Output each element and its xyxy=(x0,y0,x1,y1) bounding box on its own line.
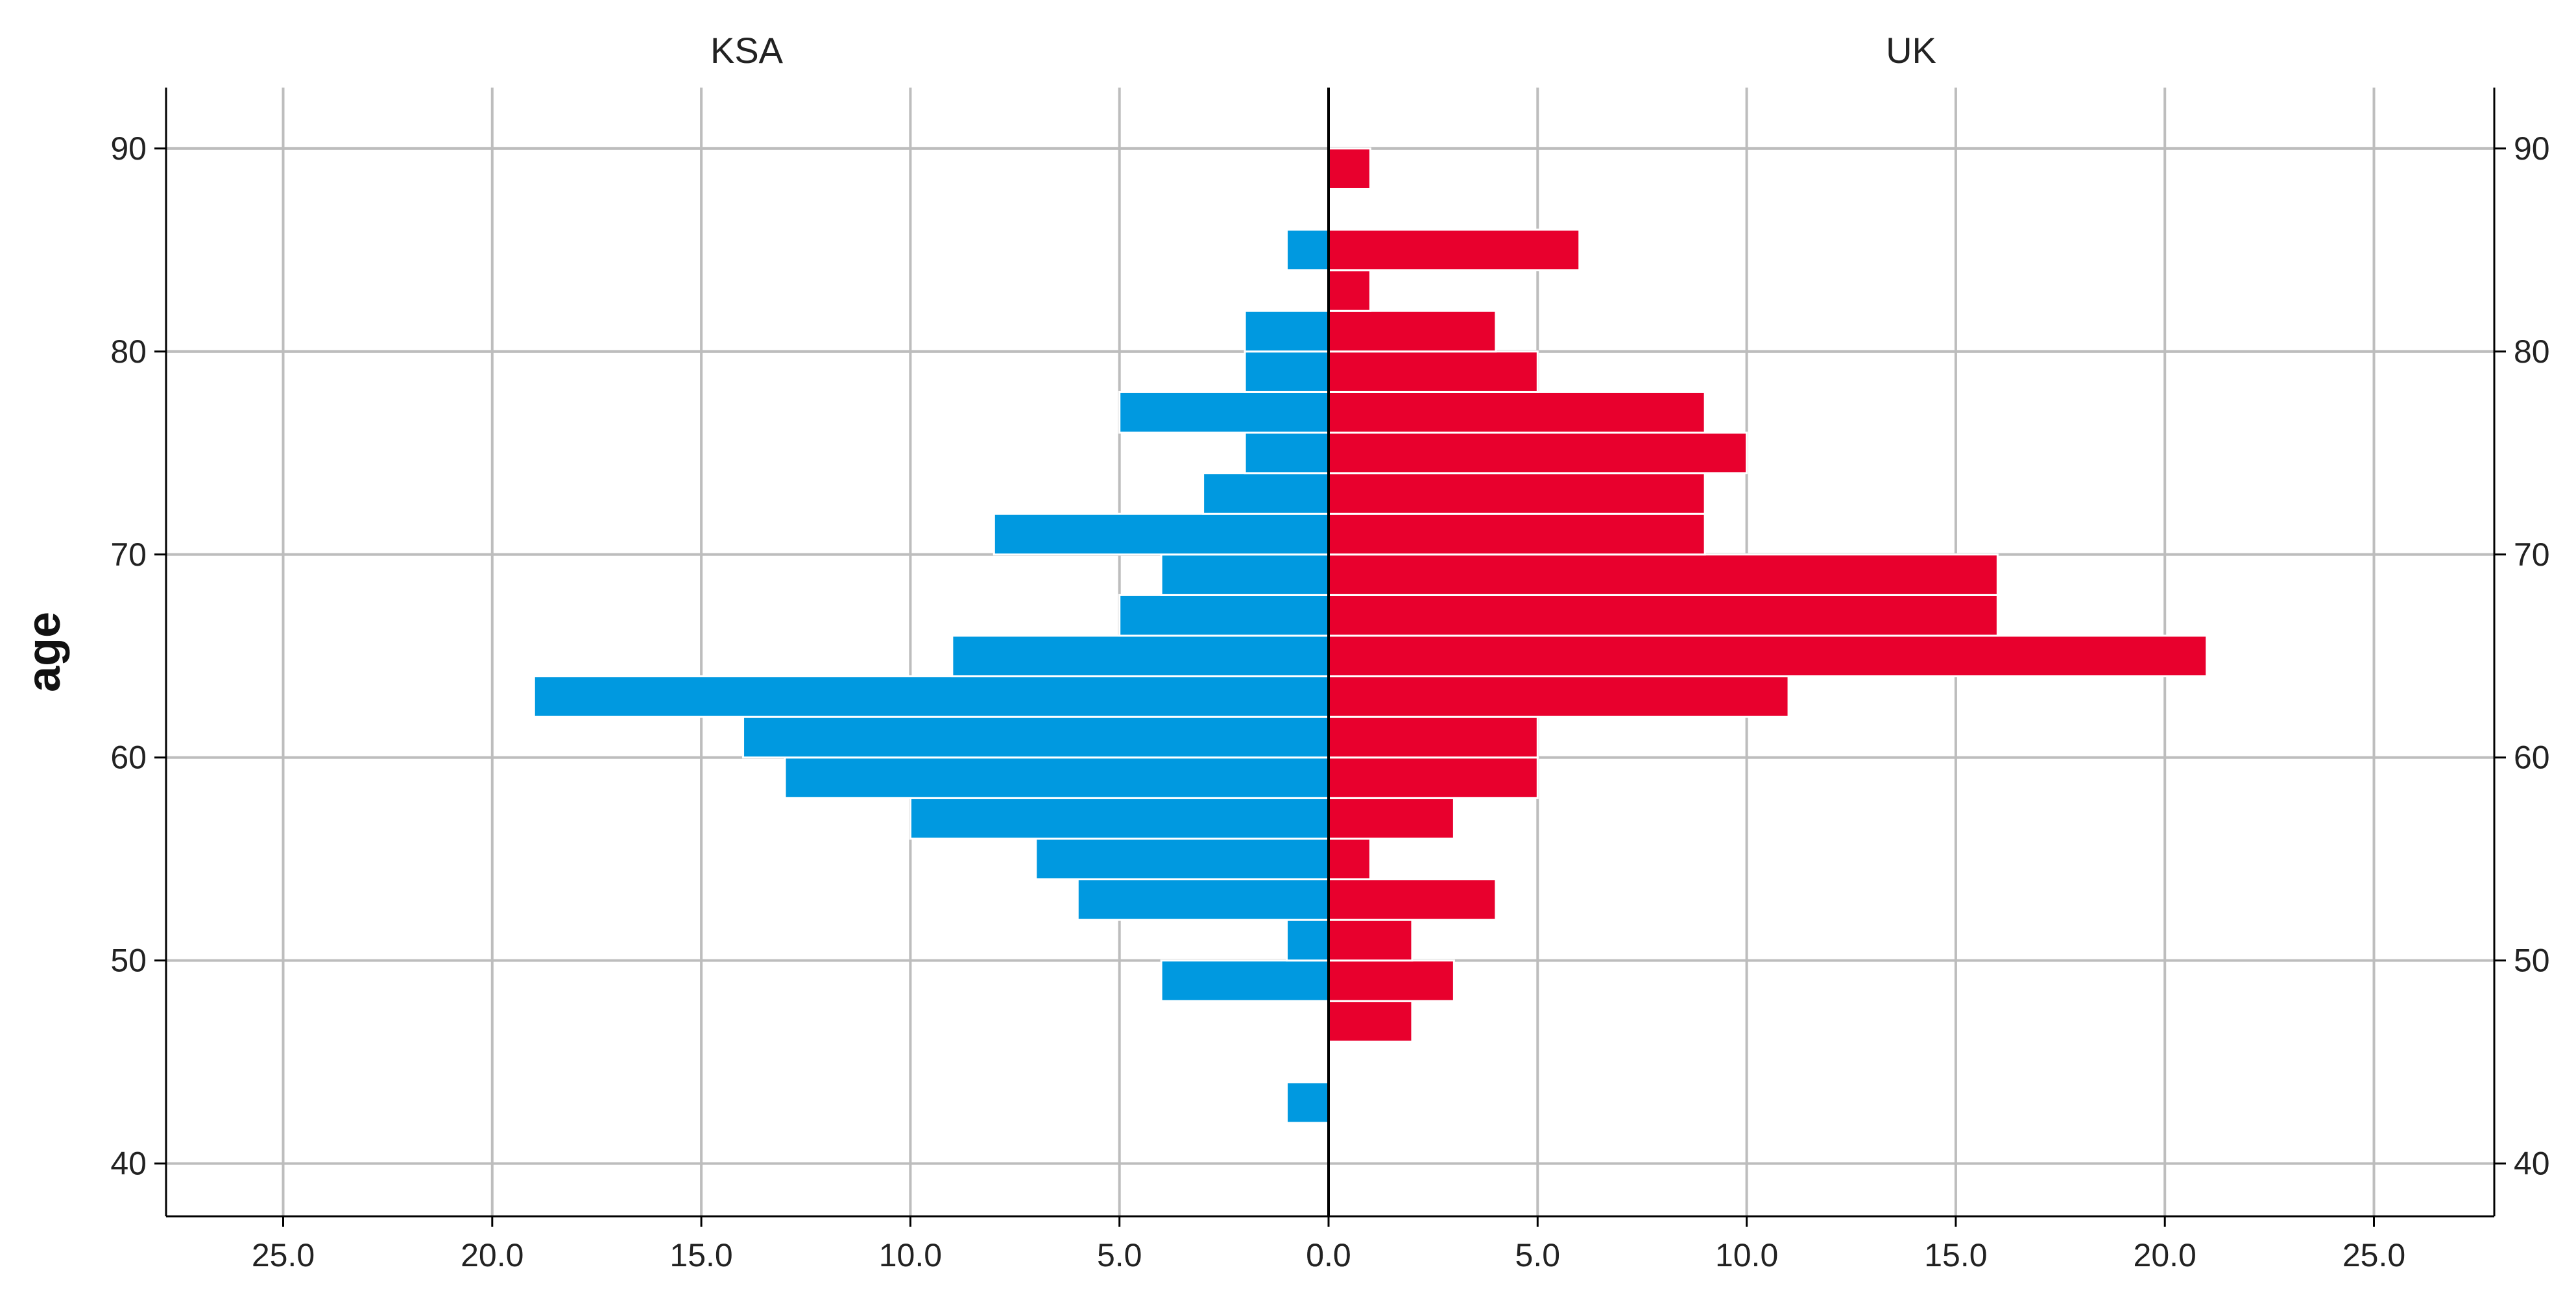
axes xyxy=(165,88,2496,1218)
x-tick-label: 10.0 xyxy=(879,1237,942,1273)
x-tick-label: 0.0 xyxy=(1306,1237,1351,1273)
bar-ksa-age-71 xyxy=(993,512,1330,556)
bar-uk-age-79 xyxy=(1327,350,1539,393)
bar-ksa-age-55 xyxy=(1035,837,1330,881)
y-tick-label-right: 60 xyxy=(2514,740,2550,776)
bar-uk-age-81 xyxy=(1327,309,1497,353)
bar-uk-age-61 xyxy=(1327,716,1539,759)
bar-ksa-age-61 xyxy=(742,716,1330,759)
y-tick-label-left: 50 xyxy=(110,943,147,979)
bar-uk-age-73 xyxy=(1327,472,1706,515)
y-tick-label-right: 40 xyxy=(2514,1146,2550,1182)
bar-ksa-age-67 xyxy=(1118,594,1330,637)
x-tick-label: 5.0 xyxy=(1515,1237,1561,1273)
panel-title-ksa: KSA xyxy=(710,30,784,71)
x-tick-label: 15.0 xyxy=(669,1237,732,1273)
bar-ksa-age-63 xyxy=(533,675,1330,718)
y-tick-label-right: 50 xyxy=(2514,943,2550,979)
bar-uk-age-67 xyxy=(1327,594,1999,637)
bar-uk-age-63 xyxy=(1327,675,1790,718)
y-tick-label-right: 70 xyxy=(2514,536,2550,573)
bar-ksa-age-49 xyxy=(1160,959,1330,1002)
bars xyxy=(533,147,2208,1124)
bar-ksa-age-81 xyxy=(1244,309,1330,353)
x-tick-label: 25.0 xyxy=(2342,1237,2405,1273)
y-tick-label-left: 70 xyxy=(110,536,147,573)
x-tick-label: 15.0 xyxy=(1924,1237,1987,1273)
y-tick-label-left: 80 xyxy=(110,333,147,370)
y-tick-label-left: 90 xyxy=(110,130,147,167)
x-tick-label: 0.0 xyxy=(1306,1237,1351,1273)
bar-uk-age-77 xyxy=(1327,391,1706,434)
labels: KSA UK age xyxy=(18,30,1936,692)
bar-uk-age-83 xyxy=(1327,269,1371,312)
ticks: 40 40 50 50 60 60 70 70 80 80 90 90 25.0 25.0 20.0 20.0… xyxy=(110,130,2549,1273)
bar-uk-age-71 xyxy=(1327,512,1706,556)
bar-uk-age-59 xyxy=(1327,756,1539,799)
bar-ksa-age-59 xyxy=(784,756,1330,799)
bar-uk-age-69 xyxy=(1327,553,1999,596)
y-tick-label-left: 40 xyxy=(110,1146,147,1182)
bar-uk-age-47 xyxy=(1327,1000,1414,1043)
bar-ksa-age-79 xyxy=(1244,350,1330,393)
bar-ksa-age-53 xyxy=(1076,878,1330,921)
bar-uk-age-49 xyxy=(1327,959,1455,1002)
bar-ksa-age-69 xyxy=(1160,553,1330,596)
bar-uk-age-65 xyxy=(1327,634,2208,678)
bar-uk-age-57 xyxy=(1327,797,1455,840)
bar-ksa-age-77 xyxy=(1118,391,1330,434)
bar-uk-age-55 xyxy=(1327,837,1371,881)
bar-ksa-age-65 xyxy=(951,634,1330,678)
x-tick-label: 20.0 xyxy=(2134,1237,2197,1273)
panel-title-uk: UK xyxy=(1886,30,1936,71)
x-tick-label: 25.0 xyxy=(252,1237,315,1273)
bar-uk-age-51 xyxy=(1327,919,1414,962)
bar-uk-age-89 xyxy=(1327,147,1371,190)
bar-ksa-age-43 xyxy=(1286,1081,1330,1124)
y-axis-label: age xyxy=(18,612,70,692)
bar-ksa-age-75 xyxy=(1244,431,1330,475)
bar-uk-age-75 xyxy=(1327,431,1748,475)
bar-uk-age-85 xyxy=(1327,228,1581,272)
y-tick-label-right: 80 xyxy=(2514,333,2550,370)
bar-ksa-age-73 xyxy=(1202,472,1330,515)
y-tick-label-right: 90 xyxy=(2514,130,2550,167)
x-tick-label: 10.0 xyxy=(1715,1237,1778,1273)
x-tick-label: 20.0 xyxy=(461,1237,524,1273)
bar-ksa-age-85 xyxy=(1286,228,1330,272)
bar-uk-age-53 xyxy=(1327,878,1497,921)
y-tick-label-left: 60 xyxy=(110,740,147,776)
x-tick-label: 5.0 xyxy=(1097,1237,1142,1273)
bar-ksa-age-51 xyxy=(1286,919,1330,962)
bar-ksa-age-57 xyxy=(909,797,1330,840)
